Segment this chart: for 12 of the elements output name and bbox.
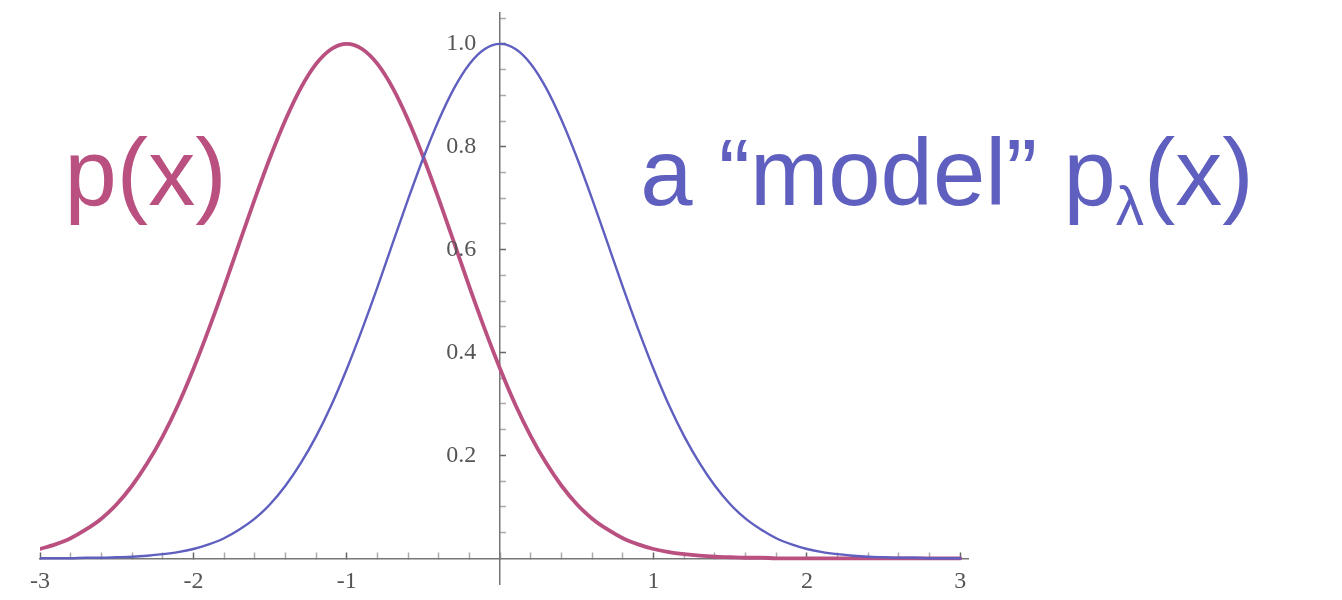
x-tick-label: 3 [954,566,967,593]
x-tick-label: -1 [336,566,357,593]
y-tick-label: 0.2 [446,440,477,467]
series-label: a “model” p$_{λ}$(x) [640,119,1254,237]
x-tick-label: -2 [183,566,204,593]
y-tick-label: 0.8 [446,132,477,159]
x-tick-label: 2 [800,566,813,593]
y-tick-label: 0.4 [446,337,477,364]
x-tick-label: 1 [647,566,660,593]
x-tick-label: -3 [30,566,50,593]
series-label: p(x) [64,119,227,225]
y-tick-label: 1.0 [446,29,477,56]
